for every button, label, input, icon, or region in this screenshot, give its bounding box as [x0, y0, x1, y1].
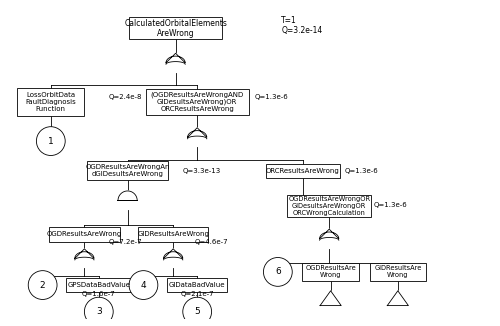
FancyBboxPatch shape	[266, 164, 340, 178]
FancyBboxPatch shape	[370, 263, 426, 281]
Text: T=1
Q=3.2e-14: T=1 Q=3.2e-14	[281, 16, 322, 35]
Text: Q=3.3e-13: Q=3.3e-13	[183, 169, 221, 174]
Text: OGDResultsAreWrongAn
dGIDesultsAreWrong: OGDResultsAreWrongAn dGIDesultsAreWrong	[86, 164, 170, 177]
Text: Q=2.1e-7: Q=2.1e-7	[180, 291, 214, 297]
Ellipse shape	[84, 297, 113, 326]
Text: CalculatedOrbitalElements
AreWrong: CalculatedOrbitalElements AreWrong	[124, 19, 227, 38]
Text: Q=1.3e-6: Q=1.3e-6	[374, 202, 408, 208]
Text: 5: 5	[194, 307, 200, 316]
Text: Q=4.6e-7: Q=4.6e-7	[195, 239, 228, 245]
Polygon shape	[166, 53, 185, 63]
Text: 2: 2	[40, 281, 46, 289]
Text: OGDResultsAreWrong: OGDResultsAreWrong	[47, 231, 122, 237]
Polygon shape	[188, 128, 207, 137]
Ellipse shape	[28, 271, 57, 300]
Text: (OGDResultsAreWrongAND
GIDesultsAreWrong)OR
ORCResultsAreWrong: (OGDResultsAreWrongAND GIDesultsAreWrong…	[150, 92, 244, 112]
Polygon shape	[388, 291, 408, 305]
Ellipse shape	[129, 271, 158, 300]
Ellipse shape	[36, 127, 65, 156]
FancyBboxPatch shape	[138, 227, 208, 242]
Text: 4: 4	[140, 281, 146, 289]
FancyBboxPatch shape	[49, 227, 120, 242]
FancyBboxPatch shape	[17, 88, 84, 116]
Text: 6: 6	[275, 267, 280, 276]
Text: GIDResultsAreWrong: GIDResultsAreWrong	[138, 231, 209, 237]
Text: Q=1.6e-7: Q=1.6e-7	[82, 291, 116, 297]
Ellipse shape	[264, 258, 292, 286]
Text: ORCResultsAreWrong: ORCResultsAreWrong	[266, 168, 340, 174]
Polygon shape	[320, 229, 339, 239]
Text: OGDResultsAreWrongOR
GIDesultsAreWrongOR
ORCWrongCalculation: OGDResultsAreWrongOR GIDesultsAreWrongOR…	[288, 196, 370, 216]
Text: OGDResultsAre
Wrong: OGDResultsAre Wrong	[306, 265, 356, 278]
Text: GIDResultsAre
Wrong: GIDResultsAre Wrong	[374, 265, 422, 278]
Text: Q=7.2e-7: Q=7.2e-7	[108, 239, 142, 245]
Text: GIDataBadValue: GIDataBadValue	[169, 282, 226, 288]
Text: LossOrbitData
FaultDiagnosis
Function: LossOrbitData FaultDiagnosis Function	[26, 92, 76, 112]
FancyBboxPatch shape	[87, 161, 168, 180]
FancyBboxPatch shape	[167, 278, 227, 292]
Text: Q=2.4e-8: Q=2.4e-8	[108, 94, 142, 100]
Ellipse shape	[183, 297, 212, 326]
FancyBboxPatch shape	[287, 195, 371, 216]
Polygon shape	[118, 191, 137, 200]
Text: Q=1.3e-6: Q=1.3e-6	[345, 169, 379, 174]
Polygon shape	[164, 249, 183, 259]
Polygon shape	[75, 249, 94, 259]
FancyBboxPatch shape	[66, 278, 131, 292]
Text: GPSDataBadValue: GPSDataBadValue	[68, 282, 130, 288]
FancyBboxPatch shape	[146, 89, 249, 115]
Text: 1: 1	[48, 137, 54, 146]
FancyBboxPatch shape	[129, 18, 222, 39]
Text: Q=1.3e-6: Q=1.3e-6	[255, 94, 288, 100]
Text: 3: 3	[96, 307, 102, 316]
Polygon shape	[320, 291, 341, 305]
FancyBboxPatch shape	[302, 263, 359, 281]
